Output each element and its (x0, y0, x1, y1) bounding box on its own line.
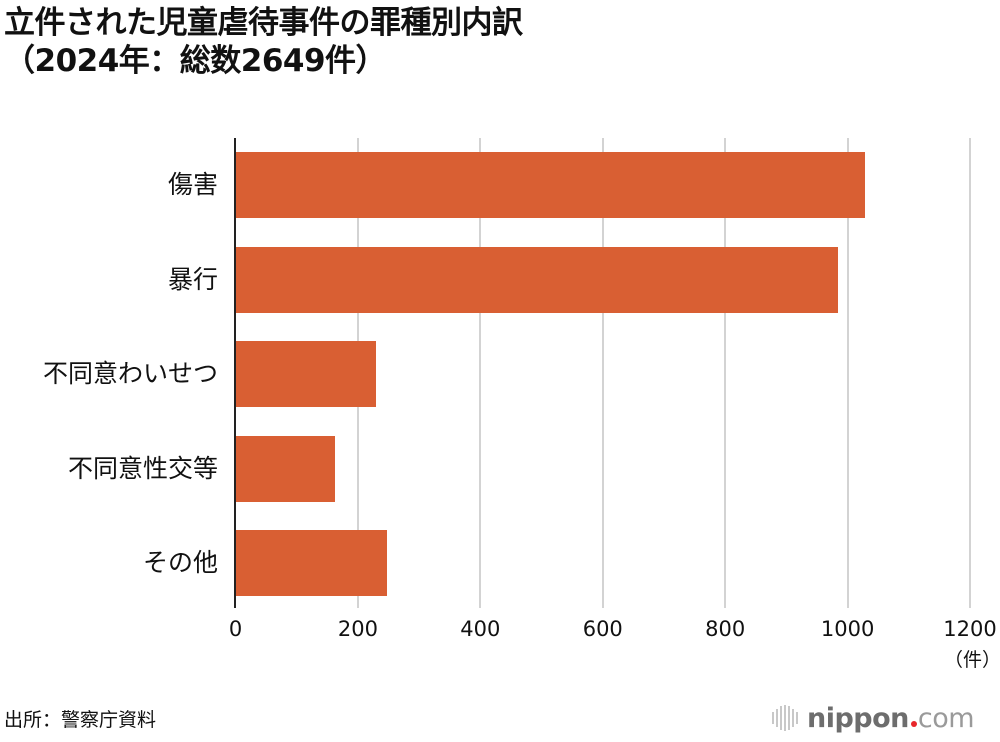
x-tick-label: 800 (705, 617, 746, 641)
x-tick-label: 600 (582, 617, 623, 641)
logo-dot (910, 721, 917, 727)
x-tick-label: 1200 (943, 617, 997, 641)
bar (236, 341, 377, 407)
bar (236, 246, 838, 313)
chart-title-line1: 立件された児童虐待事件の罪種別内訳 (4, 5, 523, 41)
x-axis-unit-label: （件） (944, 649, 1000, 671)
gridline-400 (479, 138, 482, 608)
gridline-1200 (969, 138, 972, 608)
gridline-800 (724, 138, 727, 608)
gridline-1000 (846, 138, 849, 608)
sound-wave-icon (772, 705, 798, 731)
category-label: 不同意わいせつ (42, 359, 218, 388)
source-note: 出所：警察庁資料 (4, 709, 157, 731)
bar (236, 152, 866, 218)
y-axis-line (234, 138, 236, 608)
bar (236, 435, 336, 502)
category-label: その他 (142, 548, 218, 577)
x-tick-label: 1000 (820, 617, 875, 641)
logo-text-nippon: nippon (807, 702, 909, 734)
logo-text-com: com (917, 702, 975, 734)
x-tick-label: 400 (460, 617, 501, 641)
bar (236, 530, 388, 596)
category-label: 傷害 (167, 170, 218, 199)
x-tick-label: 0 (228, 617, 243, 641)
category-label: 暴行 (167, 264, 218, 294)
chart-title-line2: （2024年：総数2649件） (4, 43, 387, 79)
gridline-600 (601, 138, 604, 608)
nippon-com-logo: nippon com (772, 700, 975, 736)
category-label: 不同意性交等 (67, 453, 218, 483)
chart-title: 立件された児童虐待事件の罪種別内訳 （2024年：総数2649件） (4, 4, 523, 80)
x-tick-label: 200 (337, 617, 378, 641)
